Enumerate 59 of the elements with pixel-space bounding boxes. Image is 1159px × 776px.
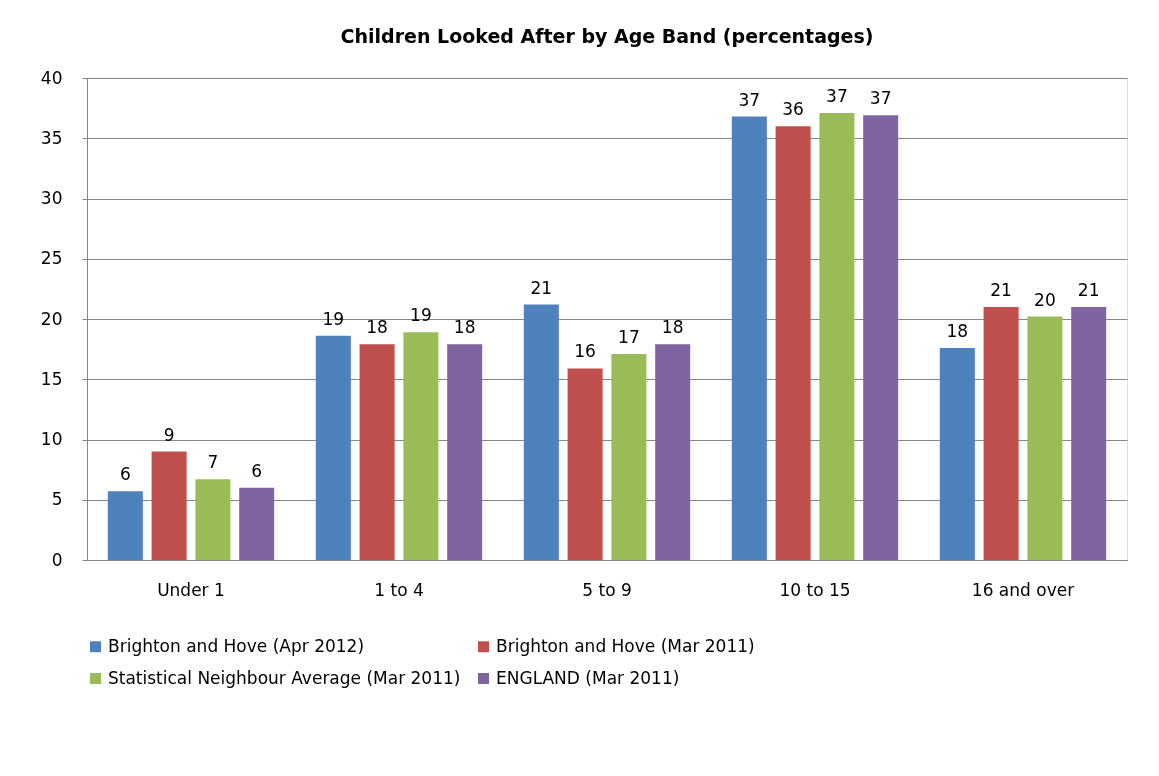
y-tick-label: 35 [40, 127, 63, 148]
bar [863, 115, 899, 560]
bar [359, 344, 395, 560]
bar [195, 479, 231, 560]
x-tick-label: 10 to 15 [779, 579, 851, 600]
y-tick-label: 15 [40, 368, 63, 389]
data-label: 16 [574, 341, 596, 362]
data-label: 6 [119, 464, 131, 485]
bar [567, 368, 603, 560]
bar [403, 332, 439, 560]
data-label: 17 [618, 326, 640, 347]
bar [1027, 316, 1063, 560]
data-label: 21 [990, 279, 1012, 300]
bar [939, 347, 975, 560]
bar [523, 304, 559, 560]
y-tick-label: 0 [51, 549, 63, 570]
bar [775, 126, 811, 560]
bar [731, 116, 767, 560]
bar [819, 112, 855, 560]
data-label: 37 [869, 88, 892, 109]
data-label: 19 [410, 305, 432, 326]
bar [611, 353, 647, 560]
bar [151, 451, 187, 560]
x-tick-label: 5 to 9 [582, 579, 632, 600]
chart-title: Children Looked After by Age Band (percentages) [340, 25, 874, 47]
bar [1071, 306, 1107, 560]
data-label: 6 [251, 460, 263, 481]
data-label: 18 [661, 317, 684, 338]
y-tick-label: 30 [40, 188, 63, 208]
bar [239, 487, 275, 560]
data-label: 20 [1034, 289, 1056, 310]
data-label: 37 [826, 85, 848, 106]
y-tick-label: 5 [51, 489, 63, 510]
data-label: 37 [738, 89, 761, 110]
bar [655, 344, 691, 560]
data-label: 36 [782, 99, 804, 120]
data-label: 19 [322, 308, 345, 329]
data-label: 9 [163, 424, 175, 445]
bar [315, 335, 351, 560]
legend-label: Statistical Neighbour Average (Mar 2011) [108, 667, 461, 688]
legend-label: Brighton and Hove (Mar 2011) [496, 635, 755, 656]
legend-label: Brighton and Hove (Apr 2012) [108, 635, 365, 656]
data-label: 21 [530, 277, 553, 298]
bar [107, 491, 143, 560]
data-label: 18 [946, 320, 969, 341]
y-tick-label: 25 [40, 248, 63, 269]
data-label: 21 [1077, 279, 1100, 300]
data-label: 18 [453, 317, 476, 338]
y-tick-label: 10 [40, 429, 63, 449]
x-tick-label: 16 and over [971, 579, 1075, 600]
data-label: 18 [366, 317, 388, 338]
bar [447, 344, 483, 560]
data-label: 7 [207, 452, 219, 473]
x-tick-label: 1 to 4 [374, 579, 424, 600]
bar [983, 306, 1019, 560]
legend-label: ENGLAND (Mar 2011) [496, 667, 680, 688]
x-tick-label: Under 1 [157, 579, 225, 600]
y-tick-label: 40 [40, 67, 63, 88]
y-tick-label: 20 [40, 308, 63, 329]
